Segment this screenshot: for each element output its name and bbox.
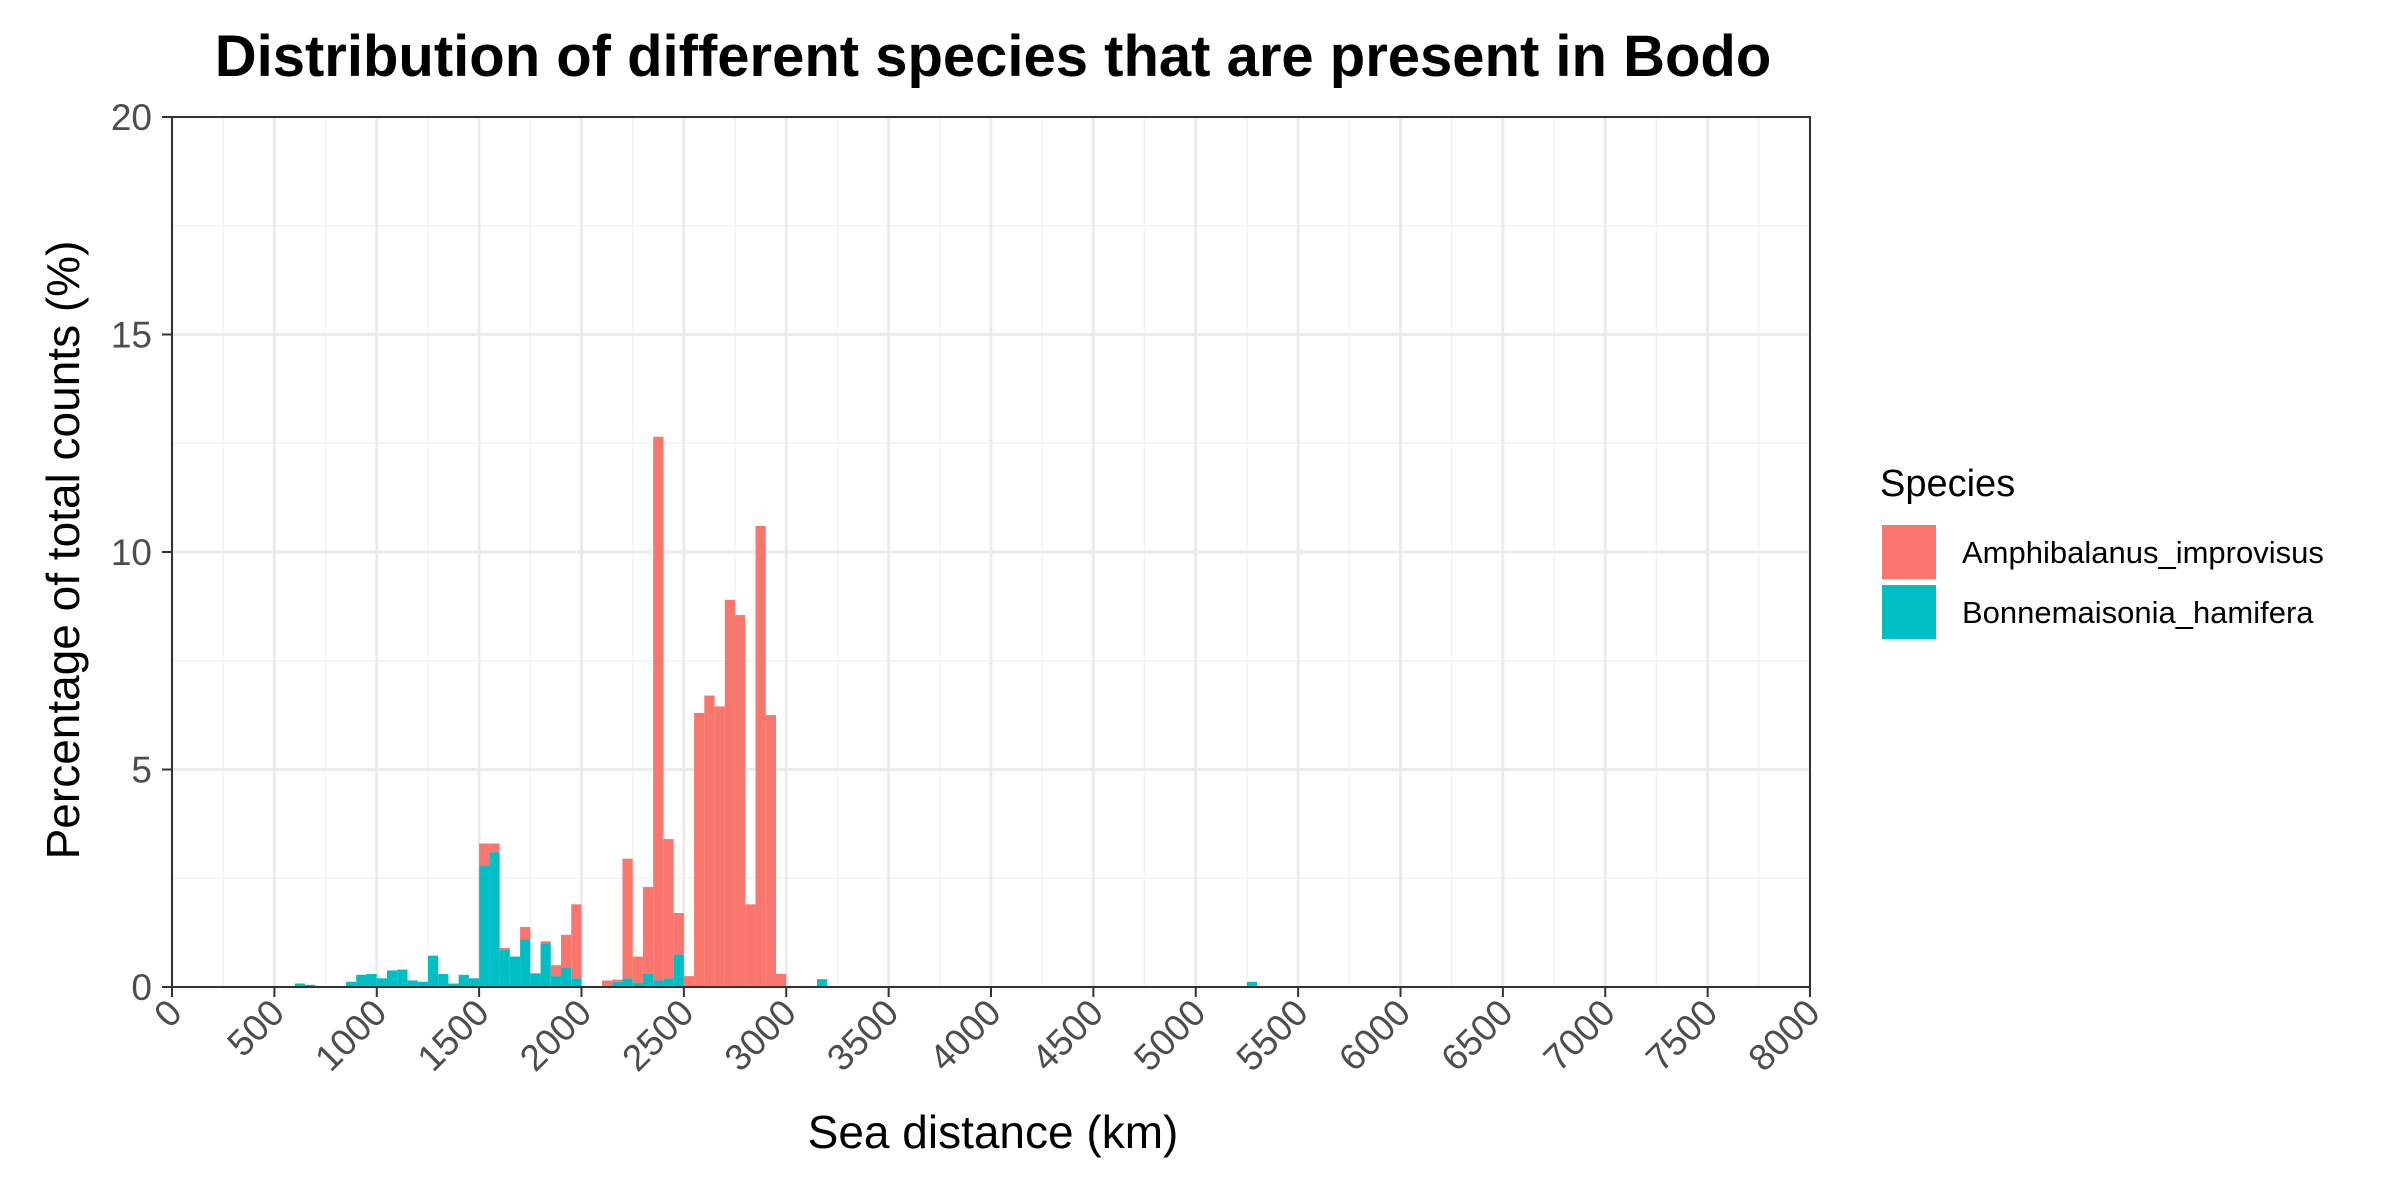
bar-amphibalanus-improvisus: [571, 904, 582, 979]
bar-bonnemaisonia-hamifera: [622, 978, 633, 987]
bar-bonnemaisonia-hamifera: [489, 852, 500, 987]
bar-amphibalanus-improvisus: [632, 956, 643, 983]
bar-amphibalanus-improvisus: [550, 965, 562, 977]
legend: Species Amphibalanus_improvisus Bonnemai…: [1880, 463, 2324, 639]
bar-bonnemaisonia-hamifera: [294, 983, 306, 987]
bar-amphibalanus-improvisus: [704, 695, 715, 987]
bar-bonnemaisonia-hamifera: [816, 979, 828, 987]
x-tick-label: 0: [146, 992, 190, 1036]
x-tick-label: 3000: [717, 992, 804, 1079]
legend-label-amphibalanus: Amphibalanus_improvisus: [1962, 535, 2324, 570]
x-tick-label: 500: [219, 992, 292, 1065]
bar-amphibalanus-improvisus: [755, 525, 766, 987]
bar-bonnemaisonia-hamifera: [612, 981, 623, 987]
bar-bonnemaisonia-hamifera: [642, 973, 654, 987]
x-tick-label: 7500: [1638, 992, 1725, 1079]
x-axis: 0 500 1000 1500 2000 2500 3000 3500 4000 4500 5000…: [146, 987, 1828, 1079]
bar-bonnemaisonia-hamifera: [376, 978, 387, 987]
x-tick-label: 8000: [1740, 992, 1827, 1079]
bar-bonnemaisonia-hamifera: [448, 983, 459, 987]
bar-bonnemaisonia-hamifera: [479, 865, 490, 987]
bar-bonnemaisonia-hamifera: [530, 973, 541, 987]
bar-amphibalanus-improvisus: [765, 715, 777, 987]
bar-amphibalanus-improvisus: [530, 973, 541, 974]
bar-amphibalanus-improvisus: [724, 599, 736, 987]
x-tick-label: 4000: [921, 992, 1008, 1079]
bar-bonnemaisonia-hamifera: [458, 974, 469, 987]
bar-bonnemaisonia-hamifera: [346, 981, 357, 987]
y-tick-label: 0: [131, 967, 152, 1008]
bar-bonnemaisonia-hamifera: [653, 980, 664, 987]
bar-bonnemaisonia-hamifera: [305, 984, 316, 987]
chart-title: Distribution of different species that a…: [215, 24, 1772, 89]
grid-layer: [170, 115, 1812, 989]
x-tick-label: 4500: [1024, 992, 1111, 1079]
bar-bonnemaisonia-hamifera: [571, 978, 582, 987]
bar-bonnemaisonia-hamifera: [561, 967, 572, 987]
bar-amphibalanus-improvisus: [735, 615, 746, 987]
bar-amphibalanus-improvisus: [601, 980, 613, 987]
x-tick-label: 1000: [307, 992, 394, 1079]
x-axis-title: Sea distance (km): [808, 1106, 1179, 1158]
bar-bonnemaisonia-hamifera: [663, 978, 674, 987]
bar-amphibalanus-improvisus: [622, 858, 633, 979]
bar-amphibalanus-improvisus: [642, 886, 654, 974]
legend-label-bonnemaisonia: Bonnemaisonia_hamifera: [1962, 595, 2314, 630]
bar-amphibalanus-improvisus: [489, 843, 500, 853]
x-tick-label: 3500: [819, 992, 906, 1079]
bar-bonnemaisonia-hamifera: [632, 982, 643, 987]
y-tick-label: 5: [131, 750, 152, 791]
y-axis-title: Percentage of total counts (%): [37, 241, 89, 860]
x-tick-label: 1500: [410, 992, 497, 1079]
bar-bonnemaisonia-hamifera: [520, 939, 531, 987]
bar-amphibalanus-improvisus: [561, 934, 572, 968]
bars-layer: [294, 436, 1258, 987]
bar-amphibalanus-improvisus: [479, 843, 490, 866]
bar-amphibalanus-improvisus: [499, 947, 510, 951]
bar-bonnemaisonia-hamifera: [468, 978, 480, 987]
bar-bonnemaisonia-hamifera: [356, 974, 367, 987]
bar-amphibalanus-improvisus: [683, 976, 695, 987]
bar-amphibalanus-improvisus: [714, 706, 725, 987]
bar-amphibalanus-improvisus: [653, 436, 664, 981]
bar-bonnemaisonia-hamifera: [1246, 981, 1258, 987]
legend-key-amphibalanus: [1882, 525, 1936, 579]
bar-bonnemaisonia-hamifera: [386, 970, 398, 987]
x-tick-label: 2500: [614, 992, 701, 1079]
bar-bonnemaisonia-hamifera: [509, 956, 521, 987]
bar-bonnemaisonia-hamifera: [417, 981, 428, 987]
bar-bonnemaisonia-hamifera: [673, 954, 684, 987]
x-tick-label: 7000: [1536, 992, 1623, 1079]
bar-amphibalanus-improvisus: [776, 973, 787, 987]
x-tick-label: 6500: [1433, 992, 1520, 1079]
bar-bonnemaisonia-hamifera: [397, 969, 408, 987]
bar-amphibalanus-improvisus: [520, 926, 531, 940]
bar-amphibalanus-improvisus: [673, 913, 684, 955]
bar-bonnemaisonia-hamifera: [427, 955, 439, 987]
bar-amphibalanus-improvisus: [612, 979, 623, 982]
bar-bonnemaisonia-hamifera: [540, 943, 551, 987]
y-tick-label: 10: [111, 532, 152, 573]
bar-bonnemaisonia-hamifera: [550, 976, 562, 987]
y-axis: 0 5 10 15 20: [111, 97, 172, 1008]
x-tick-label: 5500: [1229, 992, 1316, 1079]
bar-bonnemaisonia-hamifera: [438, 973, 449, 987]
bar-amphibalanus-improvisus: [745, 904, 756, 987]
bar-bonnemaisonia-hamifera: [407, 980, 418, 987]
bar-amphibalanus-improvisus: [540, 941, 551, 944]
x-tick-label: 5000: [1126, 992, 1213, 1079]
bar-amphibalanus-improvisus: [663, 839, 674, 979]
bar-amphibalanus-improvisus: [694, 712, 705, 987]
legend-key-bonnemaisonia: [1882, 585, 1936, 639]
x-tick-label: 2000: [512, 992, 599, 1079]
y-tick-label: 20: [111, 97, 152, 138]
legend-title: Species: [1880, 463, 2015, 505]
y-tick-label: 15: [111, 315, 152, 356]
x-tick-label: 6000: [1331, 992, 1418, 1079]
bar-bonnemaisonia-hamifera: [499, 950, 510, 987]
bar-bonnemaisonia-hamifera: [366, 973, 377, 987]
